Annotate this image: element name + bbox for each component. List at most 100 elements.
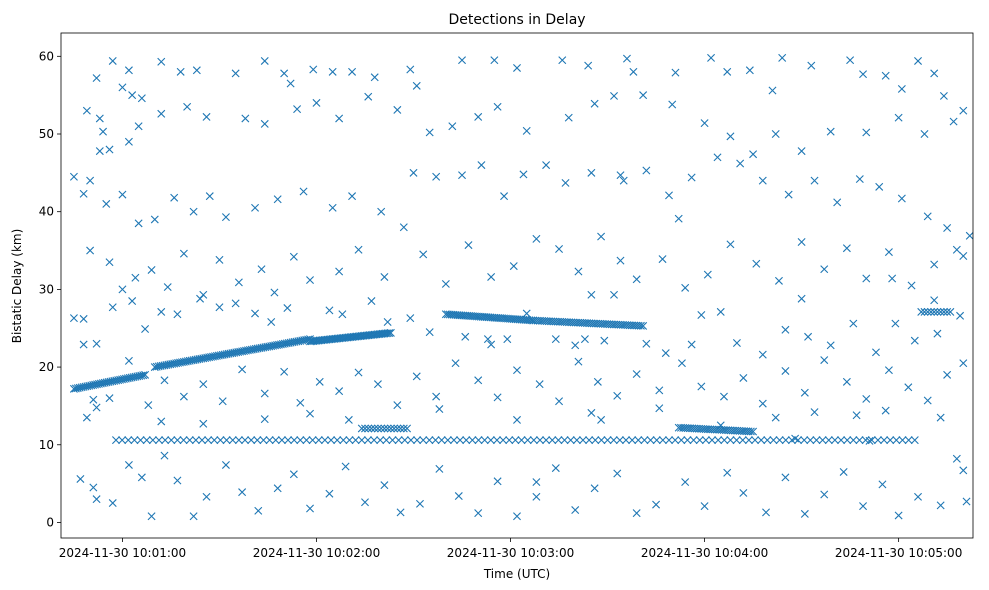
track-point bbox=[818, 436, 827, 445]
clutter-point bbox=[839, 467, 848, 476]
track-point bbox=[749, 427, 758, 436]
track-point bbox=[290, 436, 299, 445]
track-point bbox=[855, 436, 864, 445]
clutter-point bbox=[855, 175, 864, 184]
track-point bbox=[548, 436, 557, 445]
clutter-point bbox=[703, 270, 712, 279]
clutter-point bbox=[930, 260, 939, 269]
clutter-point bbox=[842, 377, 851, 386]
track-point bbox=[609, 436, 618, 445]
clutter-point bbox=[797, 294, 806, 303]
track-point bbox=[111, 436, 120, 445]
clutter-point bbox=[600, 336, 609, 345]
track-point bbox=[142, 436, 151, 445]
track-point bbox=[800, 436, 809, 445]
track-point bbox=[910, 436, 919, 445]
clutter-point bbox=[341, 462, 350, 471]
clutter-point bbox=[700, 502, 709, 511]
track-point bbox=[591, 436, 600, 445]
clutter-point bbox=[137, 473, 146, 482]
clutter-point bbox=[752, 259, 761, 268]
clutter-point bbox=[933, 329, 942, 338]
track-point bbox=[382, 436, 391, 445]
clutter-point bbox=[884, 248, 893, 257]
clutter-point bbox=[312, 98, 321, 107]
clutter-point bbox=[458, 171, 467, 180]
clutter-point bbox=[128, 297, 137, 306]
clutter-point bbox=[865, 436, 874, 445]
track-point bbox=[363, 436, 372, 445]
clutter-point bbox=[551, 335, 560, 344]
clutter-point bbox=[716, 421, 725, 430]
clutter-point bbox=[234, 278, 243, 287]
track-point bbox=[357, 424, 366, 433]
clutter-point bbox=[361, 498, 369, 507]
clutter-point bbox=[273, 484, 282, 493]
clutter-point bbox=[134, 122, 143, 131]
y-tick-label: 60 bbox=[39, 49, 54, 63]
track-point bbox=[505, 436, 514, 445]
clutter-point bbox=[923, 212, 932, 221]
track-point bbox=[210, 436, 219, 445]
plot-frame bbox=[60, 32, 974, 539]
clutter-point bbox=[435, 464, 444, 473]
clutter-point bbox=[260, 415, 269, 424]
track-point bbox=[603, 436, 612, 445]
clutter-point bbox=[535, 380, 544, 389]
clutter-point bbox=[354, 368, 363, 377]
clutter-point bbox=[199, 419, 208, 428]
clutter-point bbox=[432, 392, 441, 401]
clutter-point bbox=[897, 84, 906, 93]
x-tick-label: 2024-11-30 10:01:00 bbox=[59, 546, 186, 560]
clutter-point bbox=[959, 466, 968, 475]
clutter-point bbox=[79, 314, 88, 323]
track-point bbox=[775, 436, 784, 445]
track-point bbox=[708, 436, 717, 445]
clutter-point bbox=[215, 303, 224, 312]
clutter-point bbox=[131, 273, 140, 282]
clutter-point bbox=[218, 397, 227, 406]
clutter-point bbox=[124, 460, 133, 469]
track-point bbox=[920, 307, 929, 316]
clutter-point bbox=[260, 389, 269, 398]
clutter-point bbox=[348, 67, 357, 76]
clutter-point bbox=[412, 372, 421, 381]
clutter-point bbox=[687, 340, 696, 349]
clutter-point bbox=[791, 434, 800, 443]
track-point bbox=[480, 436, 489, 445]
clutter-point bbox=[95, 147, 104, 156]
clutter-point bbox=[616, 171, 625, 180]
clutter-point bbox=[406, 314, 415, 323]
clutter-point bbox=[79, 189, 88, 198]
clutter-point bbox=[173, 476, 182, 485]
clutter-point bbox=[86, 246, 95, 255]
track-point bbox=[658, 436, 667, 445]
clutter-point bbox=[800, 509, 809, 518]
track-point bbox=[320, 436, 329, 445]
y-tick-label: 50 bbox=[39, 127, 54, 141]
clutter-point bbox=[771, 413, 780, 422]
clutter-point bbox=[454, 492, 463, 501]
track-point bbox=[383, 424, 392, 433]
clutter-point bbox=[613, 391, 622, 400]
track-point bbox=[191, 436, 200, 445]
clutter-point bbox=[810, 176, 819, 185]
clutter-point bbox=[483, 335, 492, 344]
clutter-point bbox=[86, 176, 95, 185]
track-point bbox=[400, 436, 409, 445]
clutter-point bbox=[519, 170, 528, 179]
track-point bbox=[377, 424, 386, 433]
clutter-point bbox=[800, 388, 809, 397]
clutter-point bbox=[532, 234, 541, 243]
track-point bbox=[904, 436, 913, 445]
clutter-point bbox=[335, 267, 344, 276]
track-point bbox=[898, 436, 907, 445]
track-point bbox=[511, 436, 520, 445]
clutter-point bbox=[590, 484, 599, 493]
clutter-point bbox=[513, 512, 521, 521]
clutter-point bbox=[157, 307, 166, 316]
track-point bbox=[529, 436, 538, 445]
clutter-point bbox=[807, 61, 816, 70]
track-point bbox=[370, 436, 379, 445]
clutter-point bbox=[289, 470, 298, 479]
